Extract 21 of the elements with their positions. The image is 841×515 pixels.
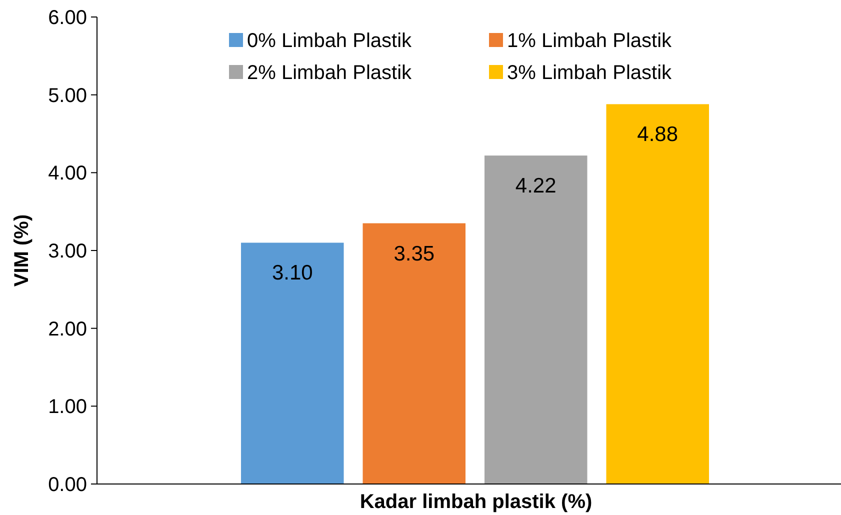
legend-label: 1% Limbah Plastik bbox=[507, 30, 673, 52]
bar bbox=[606, 104, 709, 484]
data-label: 4.22 bbox=[515, 174, 556, 198]
y-axis-title: VIM (%) bbox=[11, 214, 33, 287]
y-tick-label: 4.00 bbox=[48, 162, 87, 185]
data-label: 3.10 bbox=[272, 262, 313, 285]
y-tick-label: 5.00 bbox=[48, 84, 87, 107]
y-tick-label: 1.00 bbox=[48, 396, 87, 418]
bar bbox=[484, 156, 588, 484]
y-tick-label: 2.00 bbox=[48, 318, 87, 340]
data-label: 4.88 bbox=[637, 123, 678, 146]
y-tick-label: 3.00 bbox=[48, 240, 87, 262]
bar bbox=[241, 242, 344, 484]
y-tick-label: 0.00 bbox=[48, 474, 87, 496]
legend-label: 0% Limbah Plastik bbox=[247, 30, 413, 52]
legend-label: 2% Limbah Plastik bbox=[247, 62, 413, 84]
y-tick-label: 6.00 bbox=[48, 7, 87, 29]
x-axis-title: Kadar limbah plastik (%) bbox=[360, 491, 592, 513]
data-label: 3.35 bbox=[394, 242, 435, 266]
legend-label: 3% Limbah Plastik bbox=[507, 62, 673, 84]
bar bbox=[362, 223, 466, 484]
